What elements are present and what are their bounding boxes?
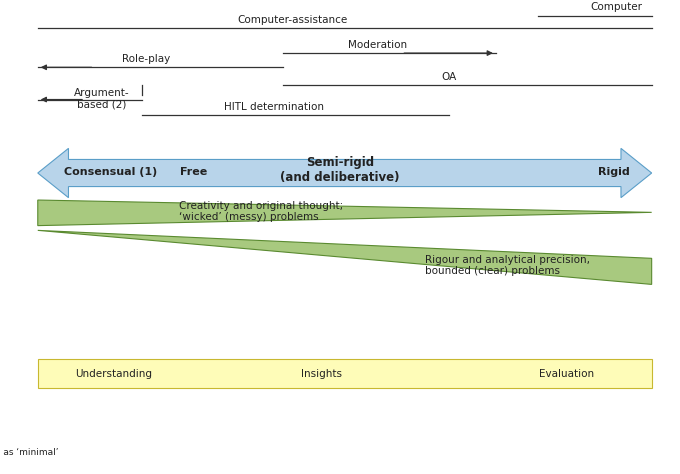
Text: Free: Free: [180, 166, 207, 177]
Bar: [38, 359, 651, 388]
Text: Computer: Computer: [590, 2, 643, 12]
Polygon shape: [38, 148, 651, 198]
Polygon shape: [38, 200, 651, 226]
Text: o as ‘minimal’: o as ‘minimal’: [0, 448, 58, 457]
Text: Moderation: Moderation: [348, 40, 407, 50]
Text: Semi-rigid
(and deliberative): Semi-rigid (and deliberative): [280, 155, 400, 184]
Text: HITL determination: HITL determination: [224, 102, 324, 112]
Text: Consensual (1): Consensual (1): [65, 166, 158, 177]
Text: OA: OA: [441, 72, 456, 82]
Text: Insights: Insights: [301, 368, 341, 379]
Text: Evaluation: Evaluation: [539, 368, 594, 379]
Text: Rigid: Rigid: [598, 166, 630, 177]
Polygon shape: [38, 230, 651, 284]
Text: Rigour and analytical precision,
bounded (clear) problems: Rigour and analytical precision, bounded…: [425, 255, 590, 276]
Text: Argument-
based (2): Argument- based (2): [73, 88, 129, 109]
Text: Role-play: Role-play: [122, 54, 171, 64]
Text: Computer-assistance: Computer-assistance: [237, 15, 348, 25]
Text: Creativity and original thought;
‘wicked’ (messy) problems: Creativity and original thought; ‘wicked…: [180, 201, 343, 222]
Text: Understanding: Understanding: [75, 368, 152, 379]
